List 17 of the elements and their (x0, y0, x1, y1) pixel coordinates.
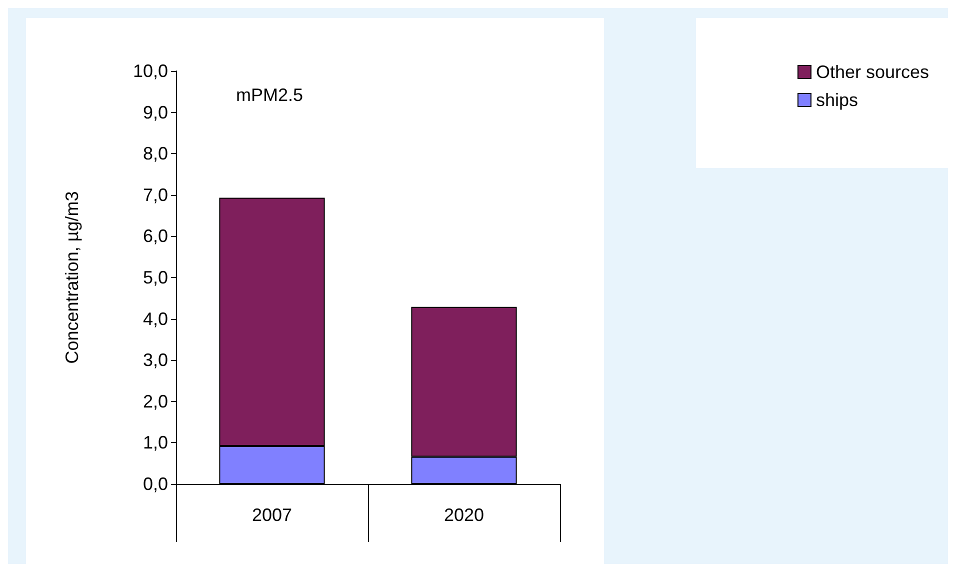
y-tick-label: 0,0 (142, 474, 168, 494)
y-tick-label: 7,0 (142, 184, 168, 205)
y-tick-label: 5,0 (142, 268, 168, 288)
y-tick-label: 1,0 (142, 432, 168, 453)
y-tick-label: 9,0 (142, 102, 168, 122)
annotation: mPM2.5 (236, 85, 304, 105)
y-tick-label: 2,0 (142, 391, 168, 412)
y-tick-label: 3,0 (142, 350, 168, 370)
x-tick-label: 2020 (444, 505, 484, 525)
legend-label: ships (816, 90, 858, 110)
y-tick-label: 4,0 (142, 308, 168, 329)
y-tick-label: 10,0 (132, 61, 168, 81)
y-tick-label: 6,0 (142, 226, 168, 246)
y-axis-title: Concentration, µg/m3 (62, 191, 82, 364)
x-tick-label: 2007 (252, 505, 292, 525)
legend-label: Other sources (816, 62, 929, 82)
y-tick-label: 8,0 (142, 144, 168, 164)
